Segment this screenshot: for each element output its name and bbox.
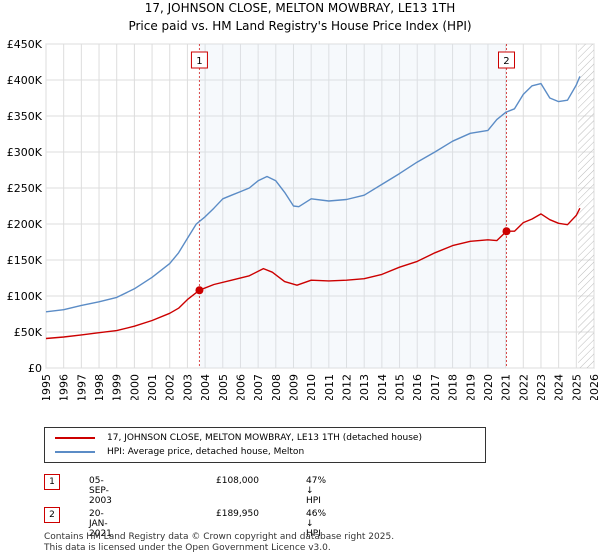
y-tick-label-9: £450K bbox=[7, 38, 43, 51]
y-tick-label-5: £250K bbox=[7, 182, 43, 195]
series-line-property bbox=[45, 207, 581, 340]
x-tick-label-4: 1999 bbox=[111, 374, 124, 400]
x-tick-label-5: 2000 bbox=[128, 374, 141, 400]
chart-title-line2: Price paid vs. HM Land Registry's House … bbox=[128, 19, 472, 33]
x-tick-label-1: 1996 bbox=[58, 374, 71, 400]
x-tick-label-13: 2008 bbox=[270, 374, 283, 400]
y-tick-label-8: £400K bbox=[7, 74, 43, 87]
annotation-box-1 bbox=[190, 51, 208, 69]
footer-licence: This data is licensed under the Open Gov… bbox=[44, 543, 331, 553]
y-tick-label-3: £150K bbox=[7, 254, 43, 267]
y-tick-label-2: £100K bbox=[7, 290, 43, 303]
x-tick-label-23: 2018 bbox=[447, 374, 460, 400]
x-tick-label-7: 2002 bbox=[164, 374, 177, 400]
sale-date-2: 20-JAN-2021 bbox=[89, 509, 112, 539]
x-tick-label-11: 2006 bbox=[234, 374, 247, 400]
footer-copyright: Contains HM Land Registry data © Crown c… bbox=[44, 532, 395, 542]
sale-period-shade bbox=[199, 44, 507, 368]
sale-hpi-2: 46% ↓ HPI bbox=[306, 509, 327, 539]
x-tick-label-19: 2014 bbox=[376, 374, 389, 400]
x-tick-label-12: 2007 bbox=[252, 374, 265, 400]
annotation-label-1: 1 bbox=[196, 56, 202, 67]
x-tick-label-0: 1995 bbox=[40, 374, 53, 400]
sale-price-1: £108,000 bbox=[216, 476, 259, 486]
x-tick-label-16: 2011 bbox=[323, 374, 336, 400]
forecast-hatch bbox=[578, 44, 594, 368]
chart-title-line1: 17, JOHNSON CLOSE, MELTON MOWBRAY, LE13 … bbox=[144, 1, 456, 15]
x-tick-label-24: 2019 bbox=[464, 374, 477, 400]
x-tick-label-27: 2022 bbox=[517, 374, 530, 400]
legend-label-hpi: HPI: Average price, detached house, Melt… bbox=[107, 447, 305, 457]
x-tick-label-29: 2024 bbox=[553, 374, 566, 400]
annotation-label-2: 2 bbox=[503, 56, 509, 67]
series-line-hpi bbox=[45, 76, 581, 313]
x-tick-label-18: 2013 bbox=[358, 374, 371, 400]
x-tick-label-21: 2016 bbox=[411, 374, 424, 400]
legend-swatch-property bbox=[55, 437, 95, 439]
x-tick-label-28: 2023 bbox=[535, 374, 548, 400]
x-tick-label-26: 2021 bbox=[500, 374, 513, 400]
sale-badge-1: 1 bbox=[44, 474, 60, 490]
x-tick-label-8: 2003 bbox=[181, 374, 194, 400]
x-tick-label-31: 2026 bbox=[588, 374, 600, 400]
sale-date-1: 05-SEP-2003 bbox=[89, 476, 112, 506]
x-tick-label-2: 1997 bbox=[75, 374, 88, 400]
legend-label-property: 17, JOHNSON CLOSE, MELTON MOWBRAY, LE13 … bbox=[107, 433, 422, 443]
plot-area bbox=[45, 43, 595, 369]
sale-price-2: £189,950 bbox=[216, 509, 259, 519]
legend: 17, JOHNSON CLOSE, MELTON MOWBRAY, LE13 … bbox=[44, 427, 486, 463]
x-tick-label-30: 2025 bbox=[570, 374, 583, 400]
x-tick-label-6: 2001 bbox=[146, 374, 159, 400]
x-tick-label-10: 2005 bbox=[217, 374, 230, 400]
x-tick-label-17: 2012 bbox=[341, 374, 354, 400]
x-tick-label-3: 1998 bbox=[93, 374, 106, 400]
legend-item-hpi: HPI: Average price, detached house, Melt… bbox=[55, 445, 304, 459]
y-tick-label-0: £0 bbox=[28, 362, 42, 375]
x-tick-label-22: 2017 bbox=[429, 374, 442, 400]
sale-point-1 bbox=[195, 286, 204, 295]
annotation-box-2 bbox=[497, 51, 515, 69]
sale-badge-2: 2 bbox=[44, 507, 60, 523]
y-tick-label-7: £350K bbox=[7, 110, 43, 123]
y-tick-label-4: £200K bbox=[7, 218, 43, 231]
legend-swatch-hpi bbox=[55, 451, 95, 453]
chart-canvas: £0 £50K £100K £150K £200K £250K £300K £350K £400… bbox=[7, 38, 600, 400]
x-tick-label-14: 2009 bbox=[287, 374, 300, 400]
x-tick-label-20: 2015 bbox=[394, 374, 407, 400]
x-tick-label-9: 2004 bbox=[199, 374, 212, 400]
y-tick-label-6: £300K bbox=[7, 146, 43, 159]
legend-item-property: 17, JOHNSON CLOSE, MELTON MOWBRAY, LE13 … bbox=[55, 431, 422, 445]
y-tick-label-1: £50K bbox=[14, 326, 43, 339]
sale-hpi-1: 47% ↓ HPI bbox=[306, 476, 327, 506]
x-tick-label-15: 2010 bbox=[305, 374, 318, 400]
x-tick-label-25: 2020 bbox=[482, 374, 495, 400]
sale-point-2 bbox=[502, 227, 511, 236]
